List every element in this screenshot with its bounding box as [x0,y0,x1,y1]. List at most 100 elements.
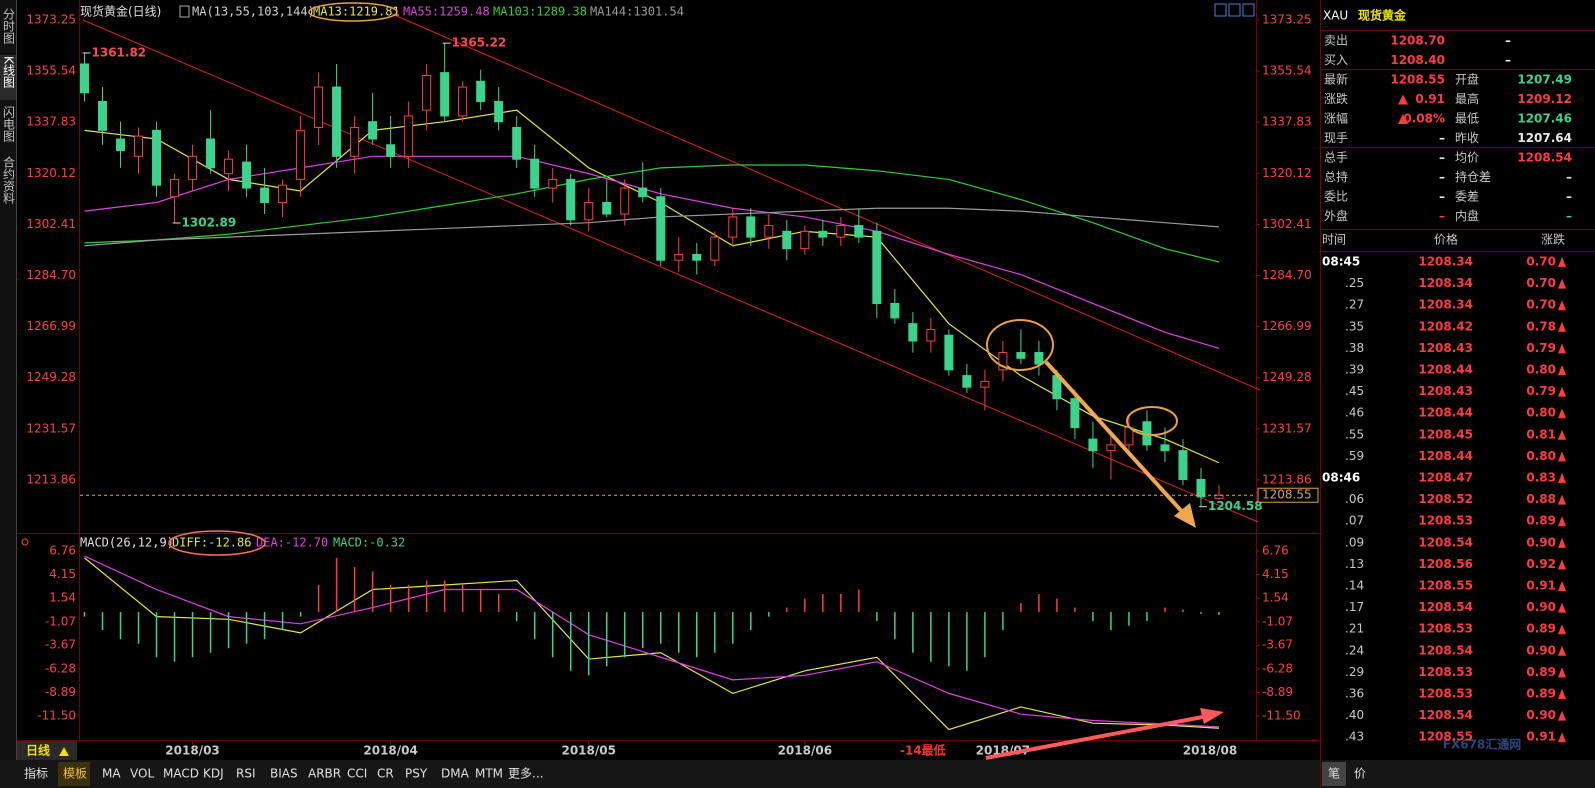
window-buttons[interactable] [1214,3,1255,17]
tab[interactable]: 模板 [63,767,87,781]
candle-body [1178,450,1188,481]
toolbar-item[interactable]: 分时图 [2,8,16,44]
candle-body [368,121,378,140]
tick-price: 1208.44 [1418,363,1473,377]
x-tick-label: 2018/06 [778,744,832,758]
candle-body [458,86,468,117]
tick-price: 1208.43 [1418,341,1473,355]
y-tick-label: -8.89 [45,685,76,699]
tick-price: 1208.54 [1418,643,1473,657]
tick-time: .36 [1345,687,1364,701]
tick-change: 0.88 [1526,492,1556,506]
tab[interactable]: 更多... [508,767,543,781]
button[interactable] [1228,3,1241,17]
candle-body [242,161,252,189]
up-arrow [1398,114,1408,124]
up-arrow [1558,732,1566,743]
arrow [1044,360,1188,518]
tab[interactable]: MACD [163,767,199,781]
side-tab[interactable]: 笔 [1328,766,1340,781]
candle-body [260,187,270,203]
tab[interactable]: CR [377,767,394,781]
tab[interactable]: PSY [405,767,428,781]
candle-body [1196,479,1206,498]
side-tab[interactable]: 价 [1354,767,1366,781]
tick-change: 0.80 [1526,406,1556,420]
up-arrow [1558,537,1566,548]
candle-body [188,155,198,180]
tab[interactable]: ARBR [308,767,341,781]
tick-time: .43 [1345,730,1364,744]
arrow [985,714,1209,760]
y-tick-label-right: -8.89 [1262,685,1293,699]
up-arrow [1558,581,1566,591]
legend-entry: MA13:1219.81 [313,5,400,19]
candle-body [80,63,90,94]
macd-value: MACD:-0.32 [333,536,405,550]
tick-change: 0.83 [1526,471,1556,485]
candle-body [476,80,486,102]
tab[interactable]: DMA [441,767,470,781]
candle-body [440,72,450,117]
tab[interactable]: VOL [130,767,154,781]
quote-value: 1207.49 [1517,73,1572,87]
period-label[interactable]: 日线 [26,743,50,758]
period-arrow [59,747,69,756]
y-tick-label: 1213.86 [26,472,76,486]
tab[interactable]: BIAS [270,767,298,781]
tab[interactable]: CCI [347,767,367,781]
up-arrow [1398,94,1408,105]
y-tick-label-right: 1284.70 [1262,268,1312,282]
button[interactable] [1242,3,1255,17]
y-tick-label-right: 1.54 [1262,591,1289,605]
tab[interactable]: 指标 [24,766,48,781]
tick-time: .45 [1345,384,1364,398]
candle-body [1034,352,1044,365]
up-arrow [1558,300,1566,311]
candle-body [980,380,990,388]
candle-body [548,178,558,189]
y-tick-label: 1320.12 [26,166,76,180]
toolbar-item[interactable]: K线图 [2,56,16,88]
tab[interactable]: MA [102,767,121,781]
candle-body [890,302,900,319]
candle-body [512,126,522,160]
side-tab-bar [1321,760,1595,788]
tab[interactable]: RSI [236,767,256,781]
tick-change: 0.89 [1526,514,1556,528]
button[interactable] [1214,3,1227,17]
tick-time: .24 [1345,643,1364,657]
tick-change: 0.79 [1526,384,1556,398]
tick-time: .27 [1345,298,1364,312]
tick-change: 0.81 [1526,427,1556,441]
side-tab-active [1322,762,1346,786]
annotation-label: 1204.58 [1208,499,1263,513]
trend-line [391,13,1261,391]
y-tick-label-right: -1.07 [1262,614,1293,628]
quote-value: 1207.46 [1517,112,1572,126]
toolbar-item[interactable]: 合约资料 [2,155,16,204]
quote-value: – [1439,151,1445,165]
chart-title: 现货黄金(日线) [80,4,161,19]
plot: 1373.25 1373.25 1355.54 1355.54 1337.83 1337.… [26,5,1319,758]
candle-body [638,187,648,198]
quote-value: 1208.70 [1390,34,1445,48]
quote-label: 委差 [1455,190,1479,204]
candle-body [386,144,396,157]
annotation-label: 1302.89 [182,216,237,230]
toolbar-item[interactable]: 闪电图 [2,106,16,142]
x-tick-label: 2018/04 [363,744,417,758]
tick-price: 1208.44 [1418,406,1473,420]
tick-price: 1208.53 [1418,687,1473,701]
y-tick-label-right: 1373.25 [1262,12,1312,26]
tab[interactable]: KDJ [203,767,224,781]
tick-time: .55 [1345,427,1364,441]
y-tick-label: -3.67 [45,638,76,652]
tick-header: 价格 [1434,232,1458,247]
symbol-name: 现货黄金 [1358,8,1407,23]
tab[interactable]: MTM [475,767,503,781]
tick-price: 1208.54 [1418,600,1473,614]
tick-time: .25 [1345,276,1364,290]
